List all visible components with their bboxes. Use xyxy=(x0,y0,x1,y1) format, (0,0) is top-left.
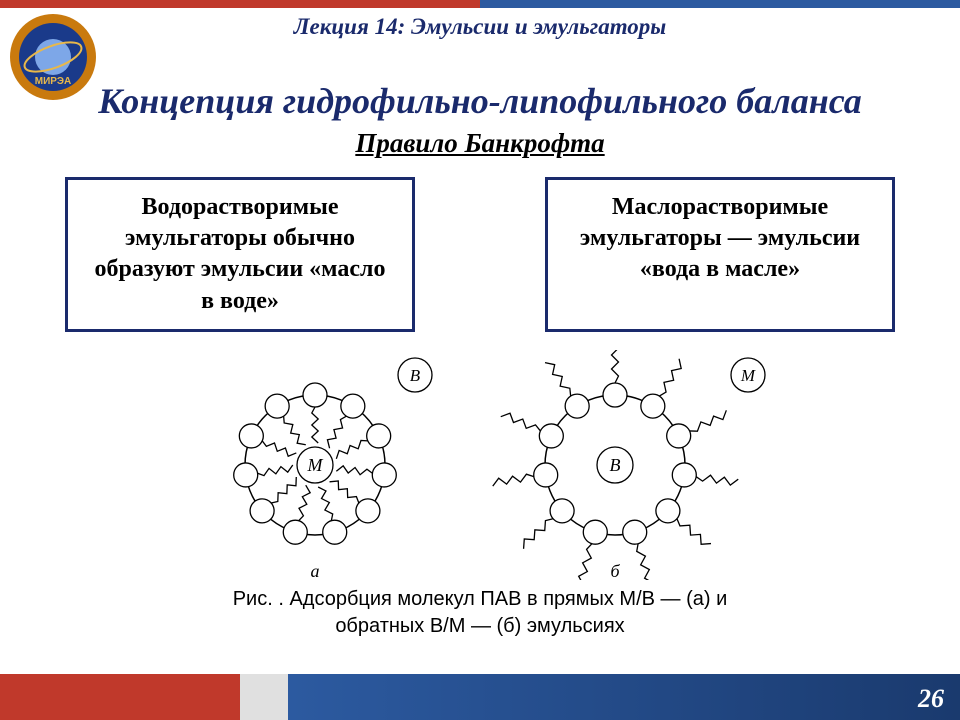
rule-box-right: Маслорастворимые эмульгаторы — эмульсии … xyxy=(545,177,895,332)
university-logo: МИРЭА xyxy=(8,12,98,102)
bottom-stripe xyxy=(0,674,960,720)
rule-box-left: Водорастворимые эмульгаторы обычно образ… xyxy=(65,177,415,332)
slide-subtitle: Правило Банкрофта xyxy=(0,128,960,159)
svg-text:М: М xyxy=(740,366,756,385)
figure-caption: Рис. . Адсорбция молекул ПАВ в прямых М/… xyxy=(0,586,960,640)
caption-line-2: обратных В/М — (б) эмульсиях xyxy=(335,615,624,637)
svg-text:М: М xyxy=(307,455,324,475)
rule-boxes-row: Водорастворимые эмульгаторы обычно образ… xyxy=(0,177,960,332)
svg-text:В: В xyxy=(610,455,621,475)
page-number: 26 xyxy=(918,684,944,714)
micelle-diagram: М Ва В Мб xyxy=(160,350,800,580)
caption-line-1: Рис. . Адсорбция молекул ПАВ в прямых М/… xyxy=(233,588,728,610)
slide-title: Концепция гидрофильно-липофильного балан… xyxy=(0,80,960,122)
svg-text:В: В xyxy=(410,366,421,385)
svg-text:а: а xyxy=(311,561,320,580)
svg-text:б: б xyxy=(610,561,620,580)
top-stripe xyxy=(0,0,960,8)
svg-text:МИРЭА: МИРЭА xyxy=(35,76,72,87)
